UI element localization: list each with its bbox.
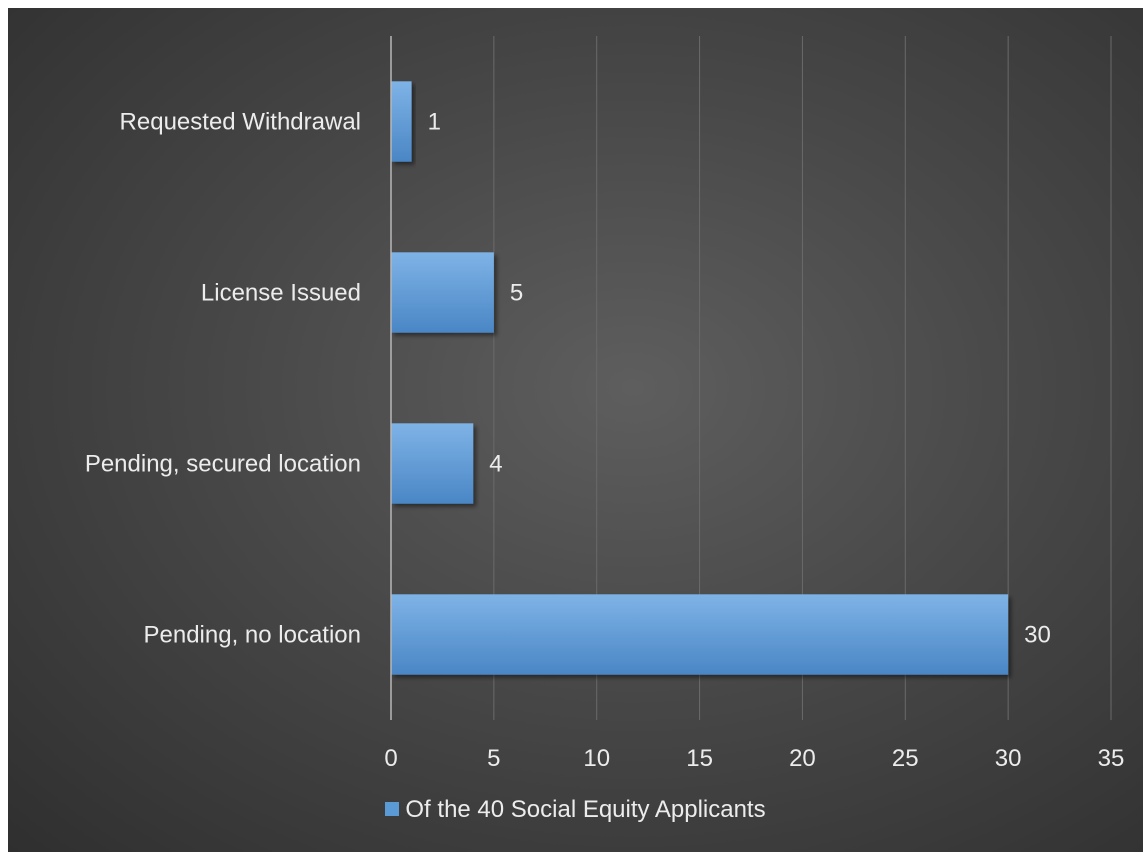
gridlines — [493, 36, 1112, 720]
x-tick-label: 15 — [686, 745, 713, 772]
category-label: Pending, secured location — [85, 451, 361, 478]
bar — [391, 252, 494, 333]
data-label: 4 — [489, 451, 502, 478]
x-tick-label: 0 — [384, 745, 397, 772]
data-label: 30 — [1024, 622, 1051, 649]
bar — [391, 423, 474, 504]
chart-area: Requested Withdrawal License Issued Pendin… — [8, 8, 1143, 852]
x-tick-label: 20 — [789, 745, 816, 772]
data-label: 1 — [428, 109, 441, 136]
legend-label: Of the 40 Social Equity Applicants — [405, 796, 766, 823]
category-label: License Issued — [201, 280, 361, 307]
data-labels: 1 5 4 30 — [428, 109, 1051, 649]
x-tick-label: 25 — [892, 745, 919, 772]
legend: Of the 40 Social Equity Applicants — [8, 796, 1143, 824]
category-labels: Requested Withdrawal License Issued Pendin… — [85, 109, 361, 649]
tick-labels: 0 5 10 15 20 25 30 35 — [384, 745, 1124, 772]
data-label: 5 — [510, 280, 523, 307]
legend-swatch — [385, 802, 400, 816]
x-tick-label: 5 — [487, 745, 500, 772]
bar — [391, 594, 1009, 675]
bar — [391, 81, 412, 162]
bars — [391, 81, 1009, 675]
x-tick-label: 10 — [583, 745, 610, 772]
bar-chart: Requested Withdrawal License Issued Pendin… — [85, 36, 1124, 772]
category-label: Requested Withdrawal — [120, 109, 361, 136]
x-tick-label: 35 — [1098, 745, 1125, 772]
category-label: Pending, no location — [144, 622, 362, 649]
x-tick-label: 30 — [995, 745, 1022, 772]
